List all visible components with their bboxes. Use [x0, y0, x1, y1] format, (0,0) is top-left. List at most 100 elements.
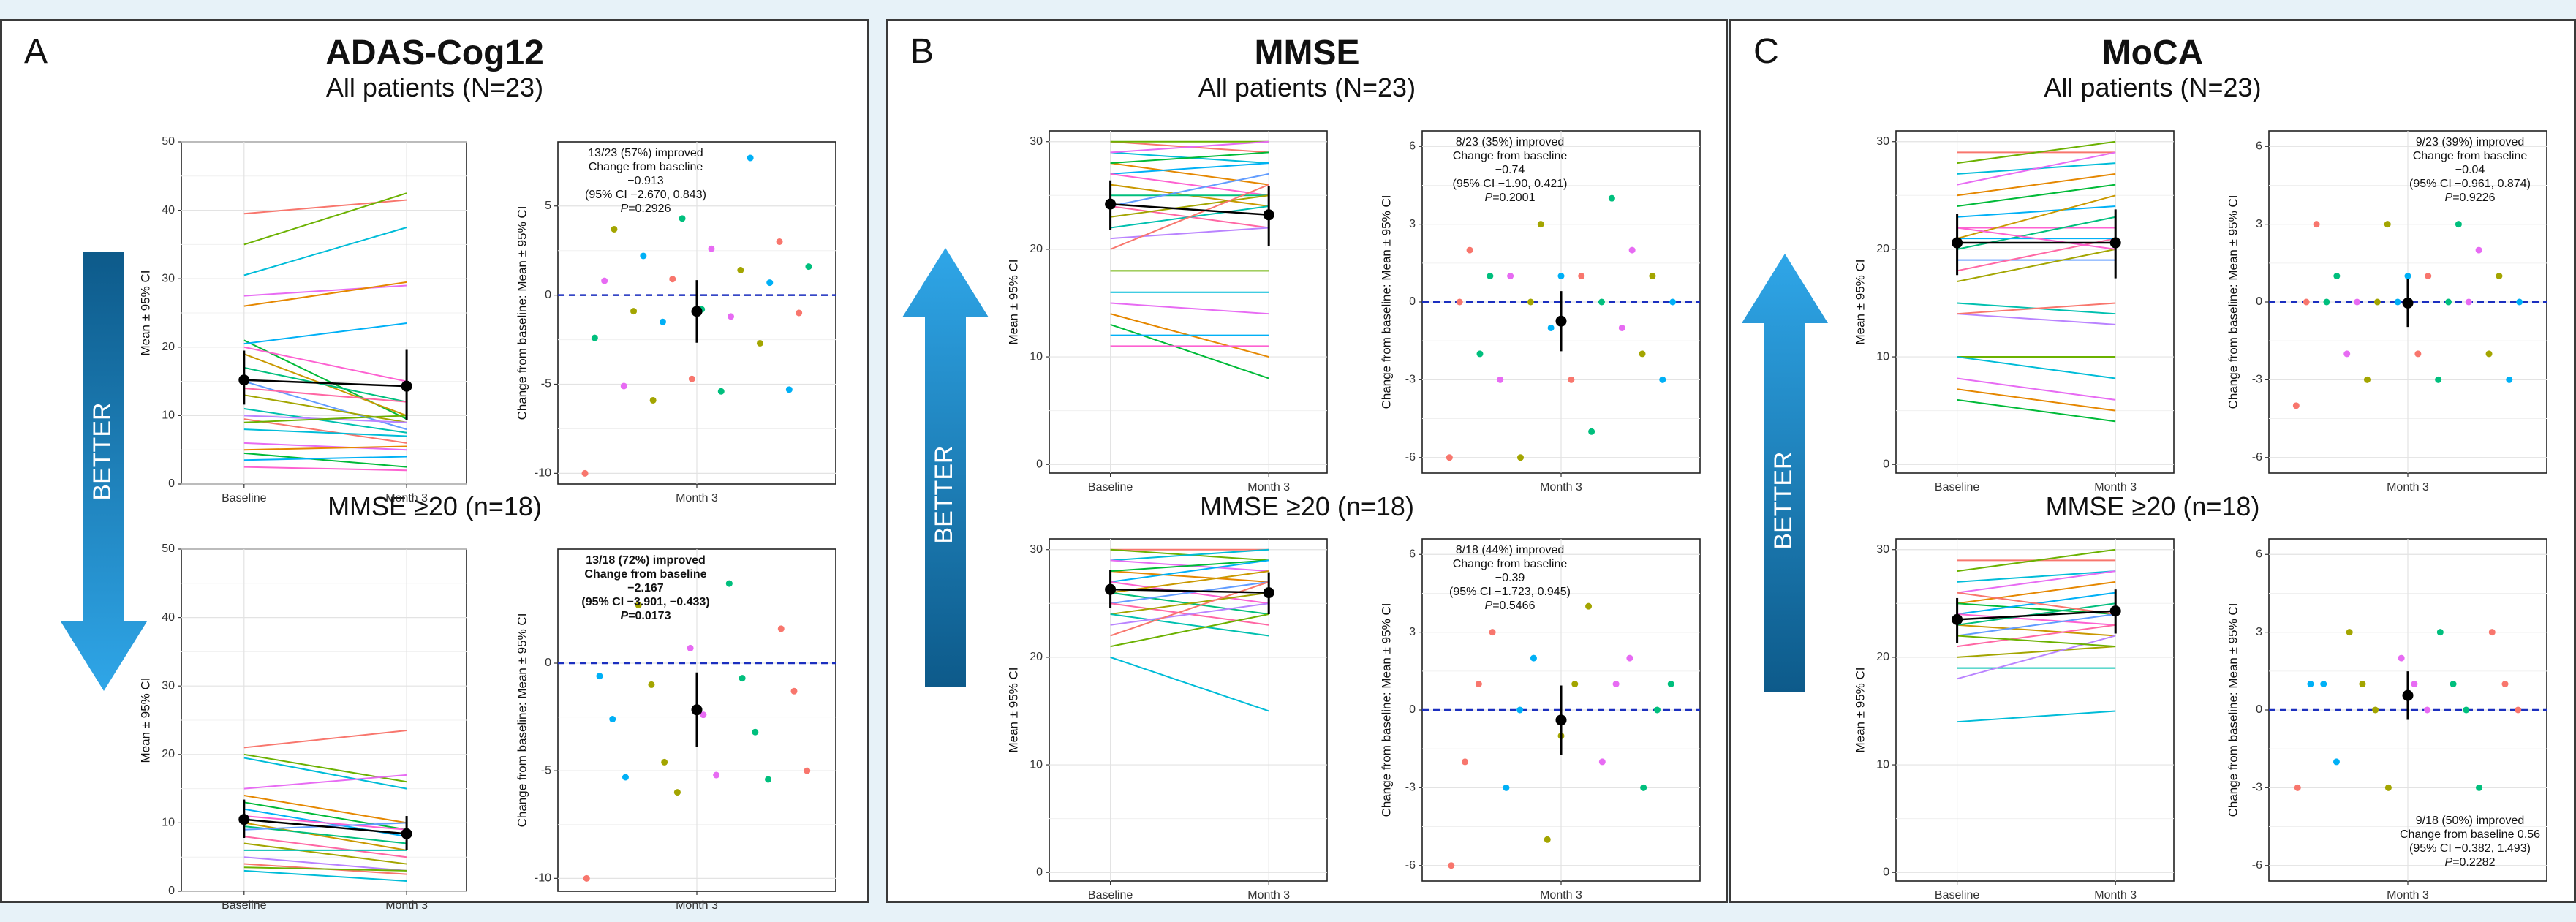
panel-moca: C MoCA All patients (N=23) MMSE ≥20 (n=1… [1729, 19, 2576, 903]
panel-title: ADAS-Cog12 [325, 34, 544, 72]
y-tick-label: 0 [545, 657, 551, 669]
patient-change-point [2506, 376, 2513, 383]
patient-change-point [1639, 350, 1646, 358]
patient-change-point [581, 469, 589, 477]
patient-change-point [1578, 273, 1585, 280]
patient-change-point [700, 711, 707, 719]
patient-line [243, 842, 407, 865]
mean-point [1263, 587, 1274, 599]
patient-change-point [591, 334, 598, 341]
patient-line [1957, 613, 2116, 637]
patient-line [1110, 602, 1269, 626]
subtitle-mmse-ge20: MMSE ≥20 (n=18) [328, 491, 542, 521]
line-chart-all-patients: 0 10 20 30 40 50 Mean ± 95% CI Baseline Month 3 [138, 135, 467, 505]
annotation-text: (95% CI −2.670, 0.843) [585, 189, 706, 201]
annotation-text: (95% CI −3.901, −0.433) [581, 596, 709, 608]
patient-line [1957, 635, 2116, 648]
patient-line [1110, 581, 1269, 605]
subtitle-mmse-ge20: MMSE ≥20 (n=18) [1200, 491, 1414, 521]
patient-change-point [2435, 376, 2442, 383]
patient-change-point [1537, 221, 1544, 228]
mean-point [2402, 297, 2414, 309]
annotation-text: Change from baseline [1453, 150, 1568, 162]
patient-line [1110, 173, 1269, 197]
patient-line [1110, 613, 1269, 648]
patient-line [1957, 377, 2116, 401]
patient-line [1110, 656, 1269, 712]
y-tick-label: 3 [2256, 626, 2262, 638]
patient-change-point [777, 625, 785, 632]
patient-change-point [708, 245, 715, 252]
patient-change-point [739, 675, 746, 682]
patient-change-point [747, 154, 754, 162]
patient-change-point [2307, 681, 2314, 688]
patient-change-point [2501, 681, 2509, 688]
patient-change-point [725, 580, 733, 587]
patient-line [243, 281, 407, 307]
patient-change-point [2292, 402, 2300, 409]
patient-line [243, 408, 407, 434]
p-value: =0.2282 [2452, 856, 2495, 869]
y-tick-label: 0 [1883, 458, 1889, 470]
y-tick-label: 20 [1030, 243, 1043, 255]
y-tick-label: -3 [2252, 374, 2262, 386]
x-tick-label: Month 3 [676, 492, 718, 505]
annotation-text: Change from baseline [589, 161, 703, 173]
plot-area [1049, 130, 1328, 474]
patient-line [243, 856, 407, 872]
patient-change-point [1547, 324, 1555, 331]
patient-change-point [649, 396, 657, 404]
y-tick-label: 10 [1030, 350, 1043, 363]
p-symbol: P [621, 610, 629, 622]
patient-line [1957, 710, 2116, 723]
patient-change-point [1598, 298, 1606, 306]
patient-change-point [1516, 454, 1524, 461]
patient-line [243, 366, 407, 403]
x-tick-label: Month 3 [1540, 889, 1582, 902]
patient-change-point [1544, 836, 1551, 843]
annotation-text: −0.39 [1495, 572, 1525, 584]
patient-line [243, 866, 407, 872]
patient-line [1957, 570, 2116, 594]
patient-line [1957, 216, 2116, 250]
y-tick-label: 50 [162, 543, 175, 555]
patient-change-point [2398, 654, 2405, 662]
patient-change-point [648, 681, 655, 688]
patient-line [1957, 205, 2116, 218]
annotation-text: 8/23 (35%) improved [1456, 136, 1565, 148]
patient-line [1957, 173, 2116, 197]
patient-line [1110, 162, 1269, 186]
line-chart-mmse-ge20: 0 10 20 30 40 50 Mean ± 95% CI Baseline Month 3 [138, 543, 467, 912]
patient-line [243, 452, 407, 468]
patient-change-point [622, 774, 629, 781]
patient-line [1110, 151, 1269, 165]
patient-change-point [640, 252, 647, 260]
patient-line [1957, 602, 2116, 626]
mean-point [238, 374, 250, 386]
x-tick-label: Month 3 [2387, 481, 2429, 494]
annotation-text: (95% CI −0.382, 1.493) [2409, 842, 2531, 855]
patient-change-point [796, 309, 803, 317]
patient-change-point [2436, 629, 2444, 636]
patient-line [1110, 173, 1269, 207]
patient-change-point [2323, 298, 2330, 306]
p-value: =0.5466 [1492, 600, 1535, 612]
annotation-text: P=0.0173 [621, 610, 671, 622]
y-axis-label: Change from baseline: Mean ± 95% CI [2226, 195, 2240, 409]
annotation-text: −0.04 [2455, 164, 2485, 176]
annotation-text: Change from baseline [584, 568, 706, 581]
x-tick-label: Month 3 [2094, 889, 2137, 902]
patient-change-point [2516, 298, 2523, 306]
patient-line [243, 192, 407, 246]
x-tick-label: Baseline [222, 899, 266, 912]
patient-change-point [2333, 273, 2341, 280]
patient-change-point [2359, 681, 2366, 688]
patient-change-point [2354, 298, 2361, 306]
y-tick-label: 0 [1036, 458, 1043, 470]
patient-line [243, 757, 407, 790]
x-tick-label: Baseline [1088, 481, 1133, 494]
line-chart-mmse-ge20: 0 10 20 30 Mean ± 95% CI Baseline Month 3 [1853, 538, 2175, 902]
y-axis-label: Change from baseline: Mean ± 95% CI [515, 206, 529, 420]
annotation-text: 8/18 (44%) improved [1456, 544, 1565, 556]
y-tick-label: 6 [1409, 548, 1416, 560]
